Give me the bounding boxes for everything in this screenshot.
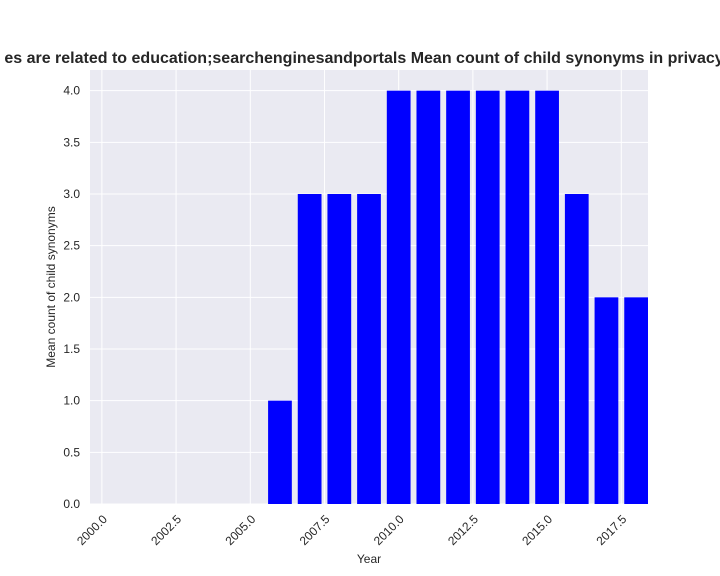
y-tick-label: 0.5 [63,445,80,459]
bar-2018 [624,297,648,504]
bar-2016 [564,194,589,504]
x-tick-label: 2012.5 [445,512,481,548]
bars [268,90,648,505]
x-tick-label: 2017.5 [593,512,629,548]
chart-title: es are related to education;searchengine… [4,50,720,67]
bar-2008 [327,194,352,504]
y-tick-label: 0.0 [63,497,80,511]
x-tick-label: 2002.5 [148,512,184,548]
x-tick-label: 2005.0 [222,512,258,548]
y-tick-label: 1.5 [63,342,80,356]
x-tick-label: 2015.0 [519,512,555,548]
y-tick-label: 2.0 [63,290,80,304]
y-tick-labels: 0.0 0.5 1.0 1.5 2.0 2.5 3.0 3.5 4.0 [63,84,80,511]
bar-2017 [594,297,619,504]
bar-2014 [505,90,530,505]
bar-2007 [297,194,322,504]
x-tick-label: 2007.5 [297,512,333,548]
bar-2013 [475,90,500,505]
bar-2011 [416,90,441,505]
bar-2015 [535,90,559,505]
x-axis-label: Year [357,552,381,566]
y-tick-label: 3.5 [63,135,80,149]
y-tick-label: 4.0 [63,84,80,98]
bar-2009 [357,194,381,504]
y-tick-label: 2.5 [63,239,80,253]
x-tick-label: 2010.0 [371,512,407,548]
bar-2010 [386,90,411,505]
bar-2006 [268,400,292,504]
y-tick-label: 3.0 [63,187,80,201]
x-tick-labels: 2000.0 2002.5 2005.0 2007.5 2010.0 2012.5 2015… [74,512,629,548]
y-axis-label: Mean count of child synonyms [44,206,58,367]
x-tick-label: 2000.0 [74,512,110,548]
y-tick-label: 1.0 [63,394,80,408]
bar-2012 [446,90,470,505]
